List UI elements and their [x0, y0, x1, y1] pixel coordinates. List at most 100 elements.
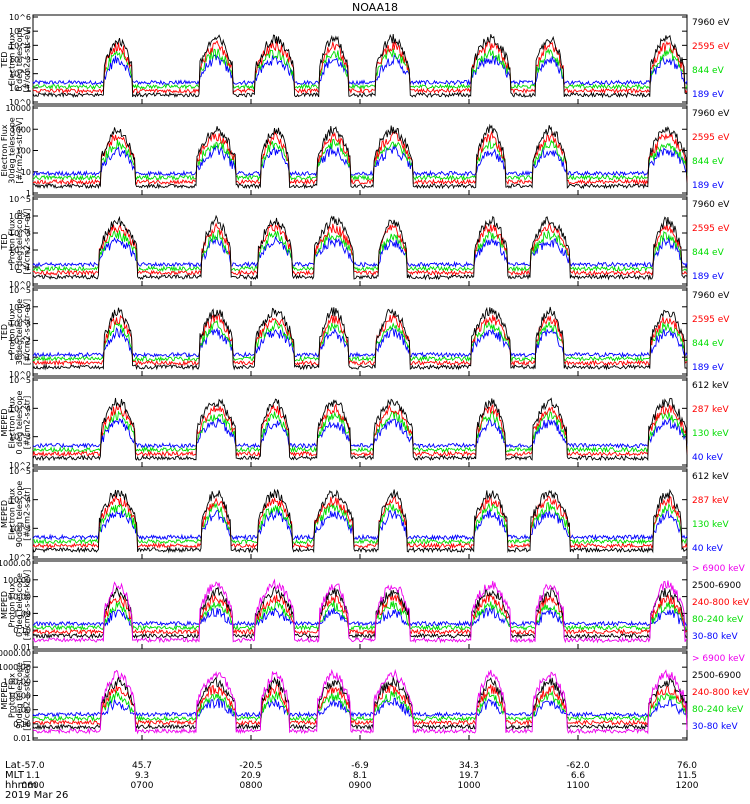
legend-entry: 240-800 keV	[692, 688, 750, 698]
panel-8: 0.01 0.10 1.00 10.00 100.00 1000.00 10000.00 ME…	[0, 649, 750, 743]
series-line	[32, 33, 688, 99]
y-axis-label-line: MEPED	[0, 409, 9, 437]
y-tick-label: 10^5	[9, 286, 31, 295]
legend-entry: 30-80 keV	[692, 722, 738, 732]
y-tick-label: 10^4	[9, 496, 31, 505]
y-tick-label: 1000	[11, 125, 31, 134]
y-tick-label: 1000.00	[0, 663, 31, 672]
y-tick-label: 10^3	[9, 433, 31, 442]
x-tick-label-hhmm: 1000	[458, 781, 481, 791]
y-tick-label: 10^4	[9, 41, 31, 50]
legend-entry: > 6900 keV	[692, 654, 746, 664]
panels-group: 10^0 10^1 10^2 10^3 10^4 10^5 10^6 TED Electron …	[0, 13, 750, 743]
series-line	[32, 214, 688, 281]
x-tick-label-hhmm: 0700	[131, 781, 154, 791]
legend-entry: 30-80 keV	[692, 632, 738, 642]
series-line	[32, 501, 688, 546]
series-line	[32, 697, 688, 718]
series-line	[32, 221, 688, 277]
y-tick-label: 10^3	[9, 320, 31, 329]
y-tick-label: 100.00	[3, 576, 31, 585]
y-tick-label: 10^6	[9, 13, 31, 22]
x-tick-label-hhmm: 1100	[567, 781, 590, 791]
panel-7: 0.01 0.10 1.00 10.00 100.00 1000.00 MEPEDProto…	[0, 559, 750, 652]
y-tick-label: 10^5	[9, 467, 31, 476]
legend-entry: 189 eV	[692, 272, 725, 282]
y-axis-label-line: [#/cm2-s-str]	[23, 396, 32, 449]
y-axis-label-line: 0 deg telescope	[15, 27, 24, 91]
legend-entry: 2595 eV	[692, 224, 730, 234]
series-line	[32, 592, 688, 636]
y-tick-label: 10^2	[9, 246, 31, 255]
y-tick-label: 10^3	[9, 524, 31, 533]
y-axis-label-line: MEPED	[0, 682, 9, 710]
series-line	[32, 494, 688, 550]
y-axis-label-line: TED	[0, 51, 9, 68]
y-tick-label: 10^1	[9, 263, 31, 272]
legend-entry: 287 keV	[692, 496, 729, 506]
x-tick-label-lat: 76.0	[677, 761, 697, 771]
y-axis-label-line: 30deg telescope	[15, 299, 24, 366]
x-tick-label-mlt: 19.7	[459, 771, 479, 781]
x-tick-label-mlt: 11.5	[677, 771, 697, 781]
y-tick-label: 0.01	[13, 734, 31, 743]
legend-entry: 80-240 keV	[692, 615, 744, 625]
series-line	[32, 488, 688, 554]
y-tick-label: 100.00	[3, 677, 31, 686]
legend-entry: 80-240 keV	[692, 705, 744, 715]
legend-entry: 844 eV	[692, 157, 725, 167]
panel-frame	[32, 14, 688, 105]
y-tick-label: 10^2	[9, 70, 31, 79]
y-axis-label-line: Electron Flux	[0, 124, 9, 176]
y-axis-label-line: 0 deg telescope	[15, 390, 24, 454]
series-line	[32, 675, 688, 731]
series-line	[32, 138, 688, 182]
legend-entry: 40 keV	[692, 453, 724, 463]
x-tick-label-lat: -20.5	[239, 761, 262, 771]
legend-entry: 189 eV	[692, 90, 725, 100]
y-tick-label: 10^2	[9, 553, 31, 562]
y-axis-label-line: 90deg telescope	[15, 481, 24, 548]
y-tick-label: 0.10	[13, 720, 31, 729]
y-tick-label: 10^5	[9, 27, 31, 36]
y-tick-label: 10^0	[9, 280, 31, 289]
legend-entry: 2500-6900	[692, 581, 741, 591]
y-axis-label-line: MEPED	[0, 500, 9, 528]
y-axis-label-line: 30deg telescope	[8, 117, 17, 184]
y-axis-label-line: [#/cm2-s-str-eV]	[23, 26, 32, 92]
legend-entry: 7960 eV	[692, 109, 730, 119]
x-tick-label-lat: -57.0	[21, 761, 45, 771]
x-tick-label-mlt: 1.1	[26, 771, 40, 781]
x-row-label-hhmm: hhmm	[5, 780, 37, 791]
y-tick-label: 0.10	[13, 626, 31, 635]
series-line	[32, 306, 688, 371]
y-axis-label-line: TED	[0, 324, 9, 341]
series-line	[32, 123, 688, 190]
y-axis-label-line: Proton Flux	[8, 582, 17, 627]
x-tick-label-mlt: 9.3	[135, 771, 149, 781]
chart-title: NOAA18	[352, 1, 398, 14]
legend-entry: 130 keV	[692, 520, 729, 530]
y-tick-label: 1.00	[13, 609, 31, 618]
legend-entry: 7960 eV	[692, 200, 730, 210]
panel-1: 10^0 10^1 10^2 10^3 10^4 10^5 10^6 TEDElectron …	[0, 13, 730, 107]
series-line	[32, 606, 688, 628]
x-tick-label-lat: 34.3	[459, 761, 479, 771]
y-tick-label: 10^2	[9, 336, 31, 345]
legend-entry: 7960 eV	[692, 291, 730, 301]
y-tick-label: 10^1	[9, 353, 31, 362]
y-tick-label: 1.00	[13, 706, 31, 715]
y-axis-label-line: Proton Flux	[8, 673, 17, 718]
y-tick-label: 10^0	[9, 370, 31, 379]
series-line	[32, 508, 688, 542]
legend-entry: 612 keV	[692, 472, 729, 482]
y-axis-label-line: [#/cm2-s-str-eV]	[15, 117, 24, 183]
x-tick-label-hhmm: 0800	[240, 781, 263, 791]
y-axis-label-line: [#/cm2-s-str]	[23, 487, 32, 540]
legend-entry: 7960 eV	[692, 18, 730, 28]
x-row-label-lat: Lat	[5, 760, 21, 771]
